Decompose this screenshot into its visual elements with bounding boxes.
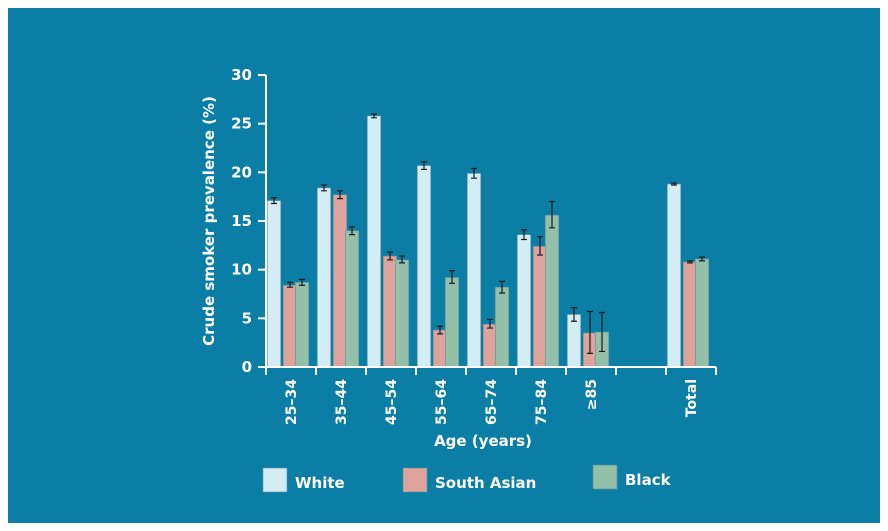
error-bar-south-asian-45-54 [387, 251, 393, 261]
error-bar-white-25-34 [271, 197, 277, 205]
error-bar-south-asian-total [687, 260, 693, 264]
bar-black-75-84 [544, 214, 560, 368]
y-tick-label-5: 5 [242, 309, 252, 327]
x-tick-label-total: Total [684, 379, 700, 417]
error-bar-south-asian-75-84 [537, 235, 543, 256]
bar-south-asian-55-64 [432, 329, 448, 368]
x-tick-label-55-64: 55–64 [434, 379, 450, 425]
x-tick-label-ge85: ≥85 [584, 379, 600, 410]
bar-white-35-44 [316, 187, 332, 368]
bar-south-asian-65-74 [482, 323, 498, 368]
y-tick-label-10: 10 [231, 261, 252, 279]
bar-white-total [666, 183, 682, 368]
bar-black-55-64 [444, 277, 460, 368]
legend-label-white: White [295, 474, 345, 492]
chart-panel: 0 5 10 15 20 25 30 25–34 35–44 45–54 55–64 65–74 75… [8, 8, 880, 523]
error-bar-white-35-44 [321, 184, 327, 192]
error-bar-south-asian-35-44 [337, 190, 343, 200]
y-tick-label-15: 15 [231, 212, 252, 230]
bar-black-35-44 [344, 230, 360, 368]
legend-label-south-asian: South Asian [435, 474, 536, 492]
error-bar-south-asian-55-64 [437, 325, 443, 335]
error-bar-white-75-84 [521, 229, 527, 241]
error-bar-white-45-54 [371, 113, 377, 119]
legend-label-black: Black [625, 471, 672, 489]
error-bar-south-asian-65-74 [487, 318, 493, 329]
bar-black-45-54 [394, 259, 410, 368]
bar-white-ge85 [566, 314, 582, 368]
y-axis-title: Crude smoker prevalence (%) [200, 96, 218, 346]
y-tick-label-30: 30 [231, 66, 252, 84]
error-bar-south-asian-25-34 [287, 281, 293, 288]
bar-white-75-84 [516, 234, 532, 368]
bar-south-asian-75-84 [532, 246, 548, 368]
error-bar-black-55-64 [449, 270, 455, 284]
error-bar-black-25-34 [299, 278, 305, 286]
bar-black-25-34 [294, 282, 310, 368]
bar-south-asian-45-54 [382, 255, 398, 368]
bar-black-65-74 [494, 286, 510, 368]
y-tick-label-20: 20 [231, 163, 252, 181]
bar-south-asian-35-44 [332, 194, 348, 368]
bar-south-asian-total [682, 261, 698, 368]
error-bar-black-total [699, 256, 705, 262]
error-bar-black-35-44 [349, 226, 355, 236]
bar-white-65-74 [466, 173, 482, 368]
legend-swatch-south-asian [402, 467, 428, 493]
legend: White South Asian Black [262, 464, 672, 493]
error-bar-white-ge85 [571, 307, 577, 322]
error-bar-south-asian-ge85 [587, 310, 593, 354]
x-axis-title: Age (years) [434, 432, 532, 450]
bar-chart: 0 5 10 15 20 25 30 25–34 35–44 45–54 55–64 65–74 75… [200, 66, 717, 493]
error-bar-white-total [671, 182, 677, 186]
legend-swatch-black [592, 464, 618, 490]
bar-white-55-64 [416, 165, 432, 368]
error-bar-white-65-74 [471, 167, 477, 179]
bar-white-45-54 [366, 115, 382, 368]
legend-swatch-white [262, 467, 288, 493]
bar-south-asian-25-34 [282, 284, 298, 368]
x-tick-label-75-84: 75–84 [534, 379, 550, 425]
x-tick-label-35-44: 35–44 [334, 379, 350, 425]
x-tick-label-65-74: 65–74 [484, 379, 500, 425]
y-tick-label-0: 0 [242, 358, 252, 376]
bar-black-total [694, 258, 710, 368]
x-tick-label-25-34: 25–34 [284, 379, 300, 425]
error-bar-black-ge85 [599, 311, 605, 353]
error-bar-black-65-74 [499, 280, 505, 294]
error-bar-white-55-64 [421, 161, 427, 171]
y-tick-label-25: 25 [231, 115, 252, 133]
error-bar-black-75-84 [549, 200, 555, 229]
bar-white-25-34 [266, 200, 282, 368]
x-tick-label-45-54: 45–54 [384, 379, 400, 425]
error-bar-black-45-54 [399, 255, 405, 264]
